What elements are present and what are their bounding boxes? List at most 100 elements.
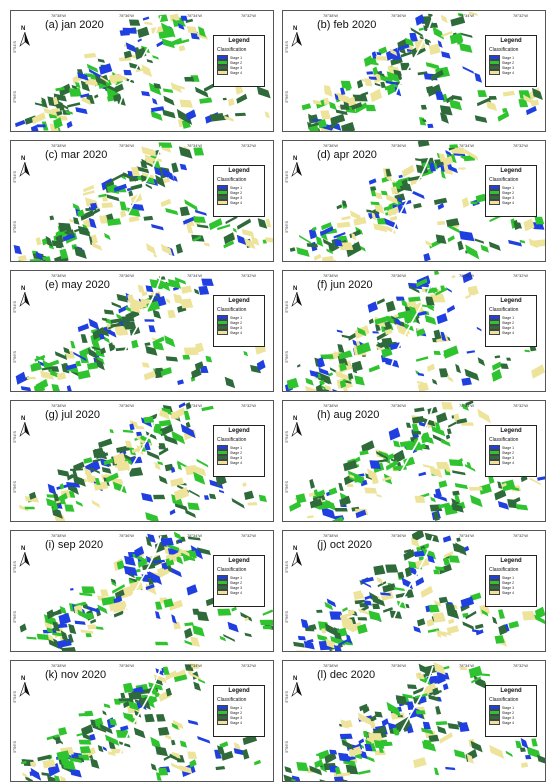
land-parcel xyxy=(161,38,175,49)
land-parcel xyxy=(416,164,425,174)
land-parcel xyxy=(95,478,101,485)
land-parcel xyxy=(257,218,268,229)
land-parcel xyxy=(66,482,81,488)
land-parcel xyxy=(330,113,346,125)
land-parcel xyxy=(427,406,438,415)
land-parcel xyxy=(128,190,134,197)
land-parcel xyxy=(187,502,200,511)
land-parcel xyxy=(80,80,90,92)
land-parcel xyxy=(99,63,113,75)
land-parcel xyxy=(194,209,207,216)
land-parcel xyxy=(188,489,200,498)
land-parcel xyxy=(368,733,383,740)
land-parcel xyxy=(423,739,433,749)
land-parcel xyxy=(187,751,198,759)
legend-label: Stage 3 xyxy=(502,325,515,330)
land-parcel xyxy=(86,362,99,370)
land-parcel xyxy=(442,156,454,166)
panel-title: (j) oct 2020 xyxy=(317,539,373,551)
legend-subtitle: Classification xyxy=(489,567,519,573)
land-parcel xyxy=(458,722,470,732)
land-parcel xyxy=(74,620,86,625)
land-parcel xyxy=(151,688,158,695)
land-parcel xyxy=(470,740,483,753)
land-parcel xyxy=(199,366,209,373)
land-parcel xyxy=(428,43,441,55)
land-parcel xyxy=(296,247,310,257)
land-parcel xyxy=(148,82,162,96)
north-arrow-icon: N xyxy=(19,286,31,307)
land-parcel xyxy=(88,206,95,211)
lon-tick: 78°36'W xyxy=(119,403,135,408)
land-parcel xyxy=(391,186,398,195)
land-parcel xyxy=(52,96,59,106)
land-parcel xyxy=(61,647,76,651)
land-parcel xyxy=(393,179,410,194)
lat-tick: 5°54'S xyxy=(284,561,289,573)
land-parcel xyxy=(465,294,471,299)
land-parcel xyxy=(165,356,178,362)
legend-label: Stage 3 xyxy=(502,195,515,200)
land-parcel xyxy=(470,494,483,508)
land-parcel xyxy=(179,536,186,542)
land-parcel xyxy=(215,766,226,771)
land-parcel xyxy=(141,158,154,168)
land-parcel xyxy=(131,167,141,177)
land-parcel xyxy=(184,199,199,212)
north-label: N xyxy=(293,546,298,552)
land-parcel xyxy=(454,494,461,503)
land-parcel xyxy=(385,564,399,573)
lat-tick: 5°56'S xyxy=(284,741,289,753)
land-parcel xyxy=(460,32,473,38)
lon-tick: 78°38'W xyxy=(51,273,67,278)
land-parcel xyxy=(375,323,381,332)
land-parcel xyxy=(104,317,113,325)
land-parcel xyxy=(244,617,249,622)
land-parcel xyxy=(190,636,201,647)
land-parcel xyxy=(348,609,355,616)
land-parcel xyxy=(165,298,171,304)
land-parcel xyxy=(78,739,92,745)
north-arrow-icon: N xyxy=(19,676,31,697)
lat-tick: 5°54'S xyxy=(12,171,17,183)
land-parcel xyxy=(320,354,334,360)
map-legend: Legend Classification Stage 1 Stage 2 St… xyxy=(485,425,537,477)
land-parcel xyxy=(152,309,162,319)
land-parcel xyxy=(163,754,173,761)
land-parcel xyxy=(492,616,498,625)
classification-map xyxy=(13,142,273,261)
land-parcel xyxy=(90,758,100,769)
land-parcel xyxy=(91,242,103,251)
legend-label: Stage 4 xyxy=(230,70,243,75)
land-parcel xyxy=(185,421,191,429)
land-parcel xyxy=(193,147,205,156)
land-parcel xyxy=(122,321,137,330)
land-parcel xyxy=(141,291,148,297)
land-parcel xyxy=(176,108,193,125)
land-parcel xyxy=(459,230,475,242)
land-parcel xyxy=(319,379,325,386)
land-parcel xyxy=(340,80,352,89)
land-parcel xyxy=(508,620,520,629)
land-parcel xyxy=(439,368,449,378)
land-parcel xyxy=(457,240,464,251)
land-parcel xyxy=(143,416,155,424)
land-parcel xyxy=(99,723,113,735)
legend-label: Stage 4 xyxy=(230,330,243,335)
land-parcel xyxy=(171,739,176,746)
land-parcel xyxy=(52,736,64,745)
land-parcel xyxy=(155,611,161,619)
land-parcel xyxy=(442,683,449,691)
land-parcel xyxy=(123,69,132,76)
land-parcel xyxy=(345,383,353,389)
land-parcel xyxy=(357,712,373,726)
land-parcel xyxy=(312,99,322,105)
land-parcel xyxy=(83,457,93,464)
lon-tick: 78°36'W xyxy=(391,273,407,278)
land-parcel xyxy=(78,712,91,717)
land-parcel xyxy=(189,759,197,768)
land-parcel xyxy=(171,722,179,730)
land-parcel xyxy=(96,452,109,459)
land-parcel xyxy=(67,473,74,481)
north-label: N xyxy=(293,416,298,422)
